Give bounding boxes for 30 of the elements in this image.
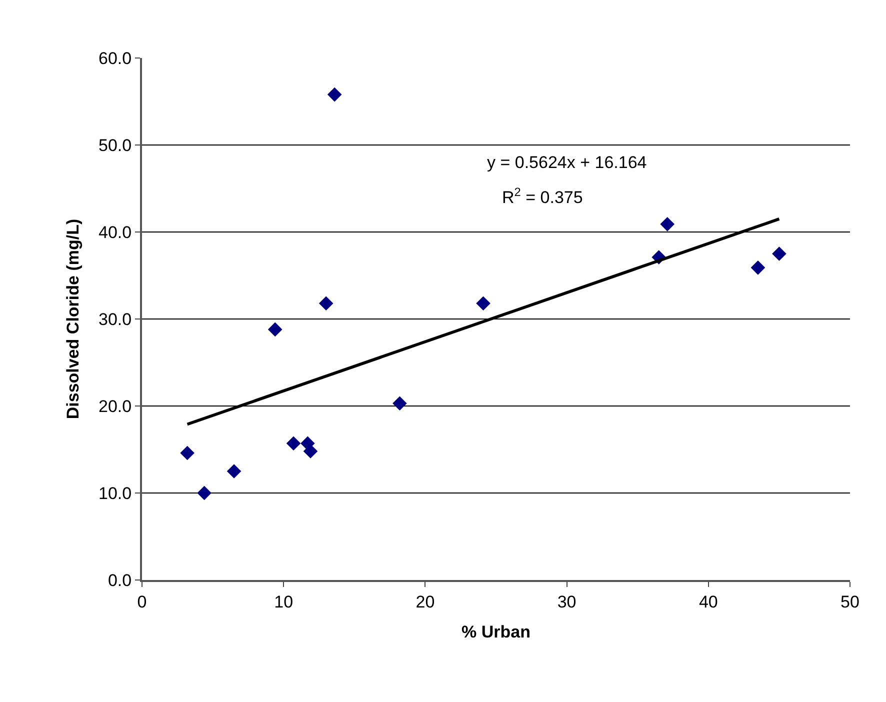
x-tick-label: 0 xyxy=(137,592,147,612)
point xyxy=(660,217,674,232)
x-tick-label: 40 xyxy=(698,592,718,612)
x-tick-label: 20 xyxy=(416,592,435,612)
y-tick-label: 60.0 xyxy=(98,48,132,68)
point xyxy=(392,396,407,411)
x-tick-label: 30 xyxy=(557,592,576,612)
point xyxy=(318,296,334,310)
point xyxy=(476,296,490,310)
x-tick-label: 50 xyxy=(840,592,860,612)
y-tick-label: 20.0 xyxy=(98,396,132,416)
point xyxy=(772,246,786,261)
point xyxy=(268,322,282,337)
y-tick-label: 0.0 xyxy=(108,570,132,590)
annotation: R$^{2}$ = 0.375 xyxy=(502,185,583,208)
point xyxy=(750,260,766,275)
point xyxy=(303,444,318,458)
y-tick-label: 30.0 xyxy=(98,310,132,329)
point xyxy=(286,436,301,451)
y-tick-label: 10.0 xyxy=(98,484,132,503)
point xyxy=(327,87,342,102)
point xyxy=(226,464,242,478)
point xyxy=(197,486,212,500)
y-tick-label: 50.0 xyxy=(98,136,132,155)
point xyxy=(180,446,194,460)
y-tick-label: 40.0 xyxy=(98,222,132,242)
x-tick-label: 10 xyxy=(274,592,294,612)
x-axis-title: % Urban xyxy=(462,622,530,642)
annotation: y = 0.5624x + 16.164 xyxy=(487,153,647,172)
y-axis-title: Dissolved Cloride (mg/L) xyxy=(64,218,83,420)
